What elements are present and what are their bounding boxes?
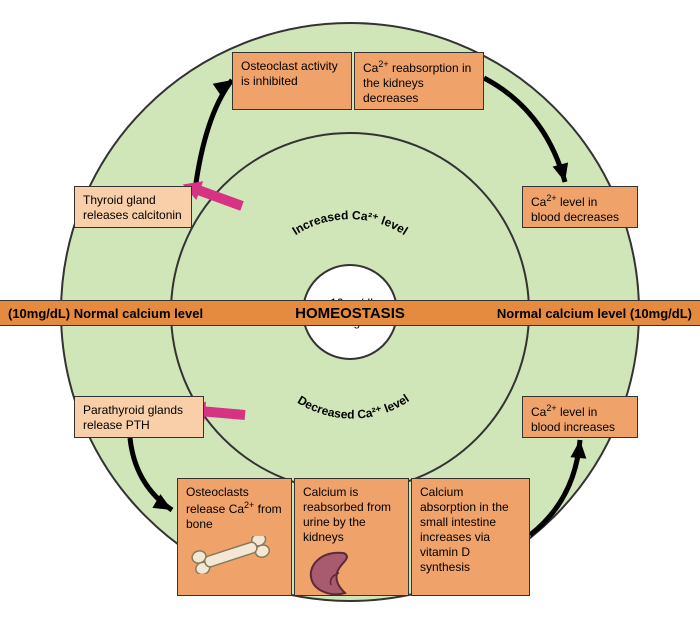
bar-center-label: HOMEOSTASIS [295, 305, 405, 322]
diagram-root: Increased Ca²⁺ level Decreased Ca²⁺ leve… [0, 0, 700, 624]
box-thyroid-calcitonin: Thyroid gland releases calcitonin [74, 186, 192, 228]
homeostasis-bar: (10mg/dL) Normal calcium level HOMEOSTAS… [0, 300, 700, 326]
box-blood-increases: Ca2+ level in blood increases [522, 396, 638, 438]
bone-icon [186, 536, 276, 574]
bar-right-label: Normal calcium level (10mg/dL) [497, 306, 692, 321]
box-parathyroid-pth: Parathyroid glands release PTH [74, 396, 204, 438]
bar-left-label: (10mg/dL) Normal calcium level [8, 306, 203, 321]
box-calcium-reabsorbed: Calcium is reabsorbed from urine by the … [294, 478, 409, 596]
box-calcium-absorption: Calcium absorption in the small intestin… [411, 478, 530, 596]
box-reabsorption-decreases: Ca2+ reabsorption in the kidneys decreas… [354, 52, 484, 110]
box-osteoclasts-release: Osteoclasts release Ca2+ from bone [177, 478, 292, 596]
kidney-icon [303, 549, 373, 597]
box-osteoclast-inhibited: Osteoclast activity is inhibited [232, 52, 352, 110]
box-blood-decreases: Ca2+ level in blood decreases [522, 186, 638, 228]
